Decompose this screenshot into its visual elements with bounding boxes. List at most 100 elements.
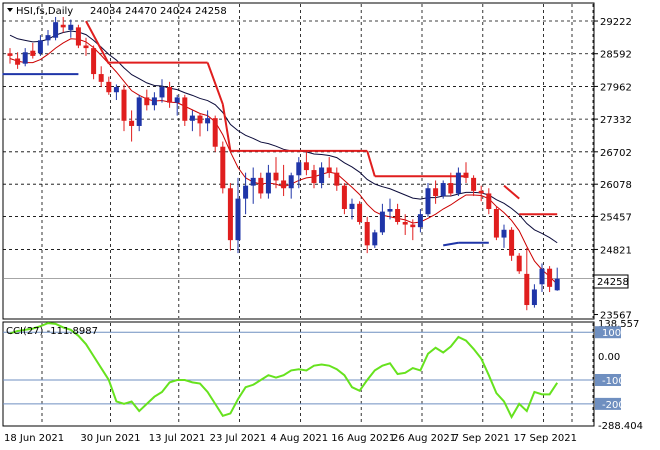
candle-body — [189, 115, 195, 121]
candle-body — [547, 268, 553, 287]
current-price-label: 24258 — [597, 277, 629, 288]
candle-body — [235, 198, 241, 241]
cci-series — [9, 322, 559, 420]
candle-body — [144, 97, 150, 106]
candle-body — [410, 224, 416, 228]
candle-body — [486, 193, 492, 210]
candle-body — [478, 190, 484, 194]
y-tick-label: 26078 — [600, 180, 632, 191]
candle-body — [113, 87, 119, 93]
candle-body — [326, 167, 332, 173]
candle-body — [159, 87, 165, 98]
cci-level-badge — [595, 397, 621, 410]
candle-body — [30, 50, 36, 56]
cci-tick-label: 100 — [602, 328, 621, 339]
cci-tick-label: -100 — [602, 376, 625, 387]
candle-body — [15, 58, 21, 65]
candle-body — [258, 177, 264, 194]
candle-body — [205, 118, 211, 124]
candle-body — [402, 221, 408, 225]
stop-segment — [503, 184, 520, 200]
candle-body — [174, 97, 180, 103]
collapse-triangle-icon[interactable] — [7, 8, 13, 12]
candle-body — [311, 170, 317, 184]
current-price-badge — [593, 274, 629, 289]
x-tick-label: 13 Jul 2021 — [149, 433, 206, 444]
candle-body — [273, 172, 279, 181]
cci-title: CCI(27) -111.8987 — [6, 326, 98, 337]
candle-body — [98, 74, 104, 82]
candle-body — [182, 97, 188, 121]
candle-body — [471, 177, 477, 191]
stop-segment — [206, 62, 224, 105]
candle-body — [37, 40, 43, 54]
ema-line — [9, 30, 558, 244]
candle-body — [91, 48, 97, 75]
candle-body — [167, 87, 173, 103]
candle-body — [22, 52, 28, 64]
cci-tick-label: 0.00 — [598, 352, 620, 363]
x-tick-label: 23 Jul 2021 — [210, 433, 267, 444]
candle-body — [265, 172, 271, 194]
y-tick-label: 24821 — [600, 245, 632, 256]
x-tick-label: 16 Aug 2021 — [331, 433, 395, 444]
candle-body — [417, 214, 423, 228]
y-tick-label: 29222 — [600, 17, 632, 28]
cci-tick-label: 138.557 — [598, 319, 639, 330]
candle-body — [516, 255, 522, 272]
x-tick-label: 17 Sep 2021 — [514, 433, 577, 444]
candle-body — [425, 188, 431, 215]
candle-body — [151, 97, 157, 106]
stop-segment — [221, 104, 232, 152]
candles — [7, 16, 560, 311]
candle-body — [45, 35, 51, 41]
x-tick-label: 4 Aug 2021 — [270, 433, 328, 444]
candle-body — [60, 24, 66, 28]
candle-body — [106, 81, 112, 93]
candle-body — [281, 180, 287, 189]
candle-body — [220, 146, 226, 189]
candle-body — [7, 53, 13, 56]
candle-body — [349, 203, 355, 210]
x-tick-label: 18 Jun 2021 — [4, 433, 64, 444]
candle-body — [524, 273, 530, 306]
candle-body — [501, 229, 507, 238]
candle-body — [509, 229, 515, 256]
candle-body — [531, 289, 537, 306]
candle-body — [364, 221, 370, 246]
y-tick-label: 23567 — [600, 311, 632, 322]
candle-body — [357, 203, 363, 222]
y-tick-label: 27962 — [600, 82, 632, 93]
y-tick-label: 25457 — [600, 212, 632, 223]
candle-body — [250, 177, 256, 186]
candle-body — [288, 175, 294, 189]
candle-body — [303, 162, 309, 171]
candle-body — [136, 97, 142, 126]
candle-body — [448, 183, 454, 194]
stop-segment — [366, 150, 376, 177]
stop-segment — [85, 20, 110, 65]
y-tick-label: 26702 — [600, 148, 632, 159]
candle-body — [296, 162, 302, 176]
candle-body — [554, 278, 560, 291]
candle-body — [319, 167, 325, 184]
candle-body — [387, 209, 393, 212]
candle-body — [212, 118, 218, 147]
candle-body — [53, 22, 59, 38]
candle-body — [493, 209, 499, 238]
candle-body — [334, 172, 340, 186]
candle-body — [379, 211, 385, 233]
candle-body — [455, 172, 461, 194]
candle-body — [83, 45, 89, 49]
candle-body — [129, 120, 135, 126]
cci-line — [9, 322, 559, 420]
candle-body — [68, 24, 74, 30]
candle-body — [75, 27, 81, 46]
cci-tick-label: -200 — [602, 400, 625, 411]
y-tick-label: 27332 — [600, 115, 632, 126]
candle-body — [440, 183, 446, 197]
candle-body — [341, 185, 347, 210]
candle-body — [463, 172, 469, 178]
